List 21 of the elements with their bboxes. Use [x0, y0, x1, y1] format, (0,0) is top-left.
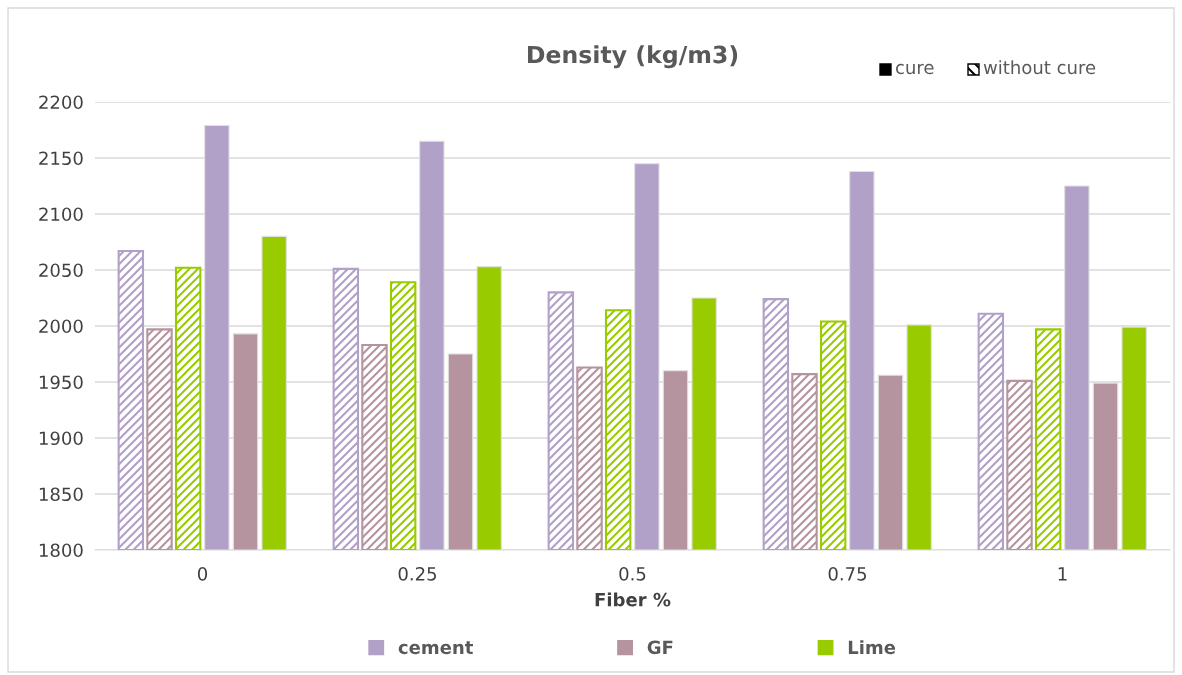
- y-tick-label: 1950: [39, 375, 83, 390]
- legend-label: Lime: [848, 640, 896, 655]
- legend-label: GF: [647, 640, 673, 655]
- legend-label: cement: [398, 641, 473, 655]
- text: cure: [896, 63, 934, 75]
- chart-title: Density (kg/m3): [528, 45, 738, 69]
- y-tick-label: 2150: [39, 151, 83, 166]
- x-tick-label: 0.75: [828, 566, 867, 581]
- y-tick-label: 1850: [39, 487, 83, 502]
- text: without cure: [983, 60, 1096, 75]
- y-tick-label: 2000: [39, 319, 83, 334]
- x-tick-label: 0.5: [619, 566, 646, 581]
- y-tick-label: 2100: [39, 207, 83, 222]
- y-tick-label: 1900: [39, 431, 83, 446]
- x-tick-label: 0.25: [398, 566, 437, 581]
- y-tick-label: 2200: [39, 95, 83, 110]
- y-tick-label: 1800: [39, 543, 83, 558]
- x-axis-title: Fiber %: [595, 592, 671, 607]
- x-tick-label: 0: [197, 566, 208, 581]
- x-tick-label: 1: [1058, 567, 1067, 581]
- y-tick-label: 2050: [39, 263, 83, 278]
